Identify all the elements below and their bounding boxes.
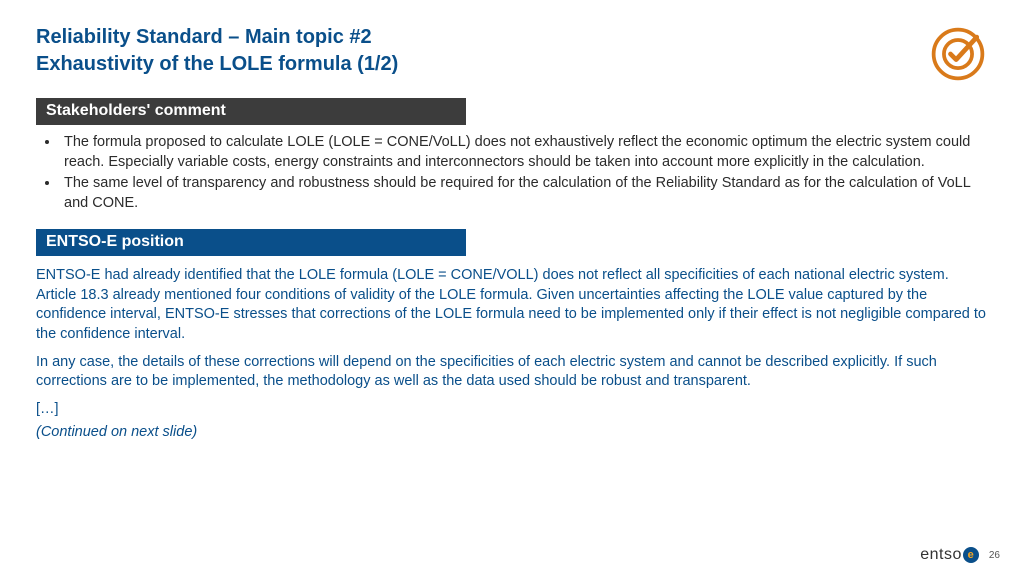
entsoe-position-header-bar: ENTSO-E position [36, 229, 466, 256]
page-number: 26 [989, 550, 1000, 561]
slide-footer: entsoe 26 [920, 546, 1000, 564]
logo-text: entso [920, 546, 962, 564]
position-paragraph: In any case, the details of these correc… [36, 353, 988, 392]
slide-title: Reliability Standard – Main topic #2 Exh… [36, 24, 398, 78]
title-line-2: Exhaustivity of the LOLE formula (1/2) [36, 51, 398, 78]
continued-text: (Continued on next slide) [36, 423, 988, 443]
entsoe-position-body: ENTSO-E had already identified that the … [36, 266, 988, 443]
header-row: Reliability Standard – Main topic #2 Exh… [36, 24, 988, 84]
logo-badge: e [963, 547, 979, 563]
entsoe-position-header-text: ENTSO-E position [46, 233, 184, 250]
stakeholders-header-text: Stakeholders' comment [46, 102, 226, 119]
stakeholders-bullets: The formula proposed to calculate LOLE (… [36, 133, 988, 213]
target-check-icon [928, 24, 988, 84]
ellipsis-text: […] [36, 400, 988, 420]
stakeholders-header-bar: Stakeholders' comment [36, 98, 466, 125]
bullet-item: The same level of transparency and robus… [60, 174, 988, 213]
bullet-item: The formula proposed to calculate LOLE (… [60, 133, 988, 172]
title-line-1: Reliability Standard – Main topic #2 [36, 24, 398, 51]
entsoe-logo: entsoe [920, 546, 979, 564]
slide-container: Reliability Standard – Main topic #2 Exh… [0, 0, 1024, 576]
position-paragraph: ENTSO-E had already identified that the … [36, 266, 988, 344]
